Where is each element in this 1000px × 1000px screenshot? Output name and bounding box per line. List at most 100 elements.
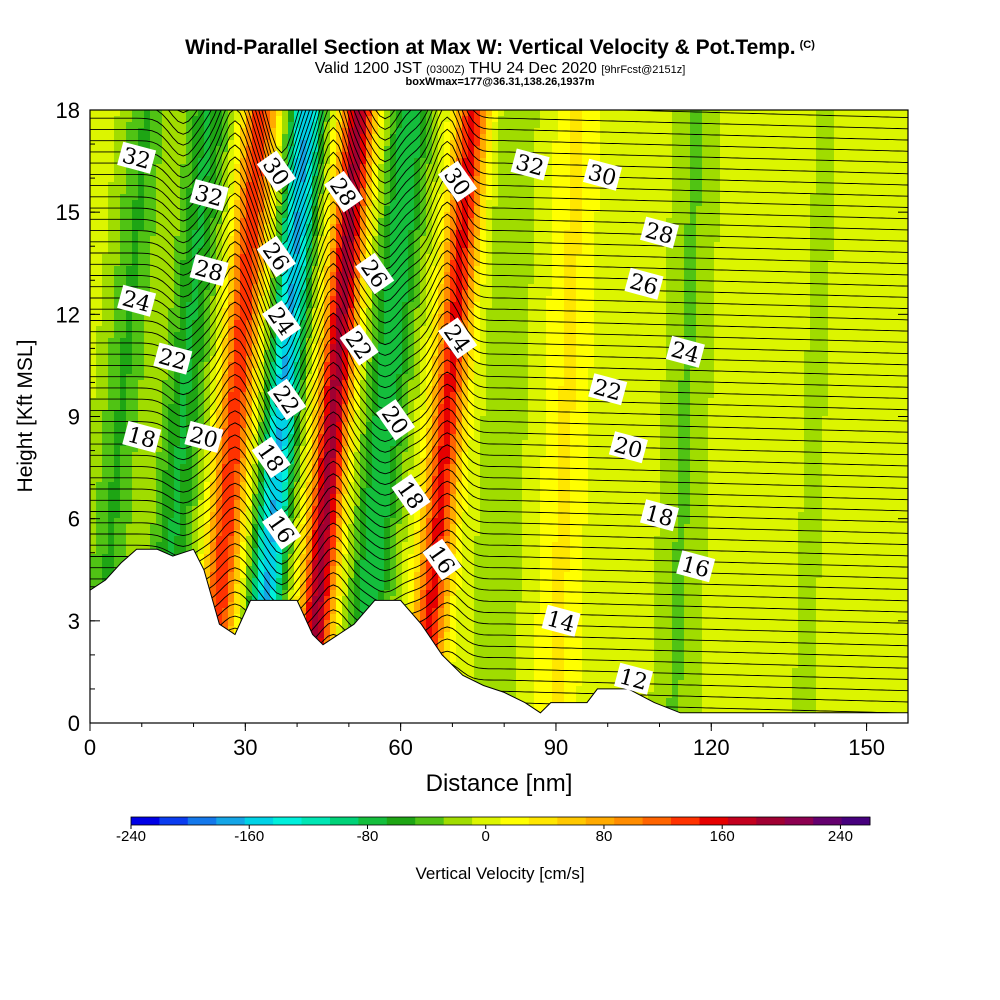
velocity-cell <box>96 530 103 537</box>
velocity-cell <box>120 422 127 429</box>
velocity-cell <box>336 110 343 117</box>
velocity-cell <box>300 422 307 429</box>
velocity-cell <box>120 326 127 333</box>
velocity-cell <box>204 536 211 543</box>
velocity-cell <box>240 452 247 459</box>
velocity-cell <box>324 344 331 351</box>
velocity-cell <box>246 566 253 573</box>
velocity-cell <box>144 386 151 393</box>
velocity-cell <box>240 584 247 591</box>
velocity-cell <box>204 212 211 219</box>
velocity-cell <box>150 332 157 339</box>
velocity-cell <box>108 116 115 123</box>
velocity-cell <box>324 464 331 471</box>
velocity-cell <box>210 176 217 183</box>
velocity-cell <box>186 158 193 165</box>
velocity-cell <box>114 146 121 153</box>
velocity-cell <box>132 512 139 519</box>
velocity-cell <box>312 428 319 435</box>
velocity-cell <box>108 566 115 573</box>
velocity-cell <box>162 326 169 333</box>
velocity-cell <box>138 242 145 249</box>
velocity-cell <box>348 152 355 159</box>
velocity-cell <box>114 188 121 195</box>
velocity-cell <box>102 176 109 183</box>
velocity-cell <box>300 416 307 423</box>
velocity-cell <box>342 320 349 327</box>
velocity-cell <box>264 422 271 429</box>
velocity-cell <box>162 530 169 537</box>
velocity-cell <box>150 488 157 495</box>
velocity-cell <box>216 548 223 555</box>
velocity-cell <box>282 236 289 243</box>
velocity-cell <box>252 338 259 345</box>
velocity-cell <box>96 110 103 117</box>
velocity-cell <box>312 398 319 405</box>
velocity-cell <box>90 278 97 285</box>
velocity-cell <box>318 146 325 153</box>
velocity-cell <box>168 416 175 423</box>
velocity-cell <box>120 506 127 513</box>
velocity-cell <box>126 374 133 381</box>
velocity-cell <box>318 296 325 303</box>
velocity-cell <box>156 368 163 375</box>
velocity-cell <box>234 326 241 333</box>
velocity-cell <box>120 404 127 411</box>
velocity-cell <box>144 344 151 351</box>
velocity-cell <box>174 140 181 147</box>
velocity-cell <box>252 518 259 525</box>
velocity-cell <box>270 224 277 231</box>
velocity-cell <box>240 242 247 249</box>
velocity-cell <box>114 170 121 177</box>
velocity-cell <box>330 242 337 249</box>
velocity-cell <box>222 308 229 315</box>
velocity-cell <box>306 512 313 519</box>
velocity-cell <box>162 494 169 501</box>
velocity-cell <box>228 608 235 615</box>
velocity-cell <box>138 332 145 339</box>
velocity-cell <box>90 464 97 471</box>
velocity-cell <box>378 236 385 243</box>
velocity-cell <box>336 152 343 159</box>
velocity-cell <box>234 254 241 261</box>
velocity-cell <box>216 422 223 429</box>
velocity-cell <box>114 554 121 561</box>
velocity-cell <box>348 140 355 147</box>
velocity-cell <box>150 146 157 153</box>
velocity-cell <box>180 122 187 129</box>
velocity-cell <box>210 584 217 591</box>
velocity-cell <box>120 218 127 225</box>
velocity-cell <box>216 560 223 567</box>
velocity-cell <box>90 410 97 417</box>
velocity-cell <box>132 380 139 387</box>
velocity-cell <box>114 488 121 495</box>
velocity-cell <box>336 392 343 399</box>
velocity-cell <box>186 464 193 471</box>
velocity-cell <box>342 392 349 399</box>
velocity-cell <box>138 320 145 327</box>
velocity-cell <box>360 428 367 435</box>
velocity-cell <box>324 554 331 561</box>
velocity-cell <box>90 350 97 357</box>
velocity-cell <box>174 272 181 279</box>
velocity-cell <box>360 284 367 291</box>
velocity-cell <box>132 338 139 345</box>
velocity-cell <box>348 548 355 555</box>
velocity-cell <box>234 428 241 435</box>
velocity-cell <box>264 356 271 363</box>
velocity-cell <box>300 152 307 159</box>
velocity-cell <box>144 230 151 237</box>
velocity-cell <box>210 392 217 399</box>
velocity-cell <box>300 446 307 453</box>
velocity-cell <box>102 350 109 357</box>
velocity-cell <box>210 578 217 585</box>
velocity-cell <box>378 230 385 237</box>
velocity-cell <box>90 578 97 585</box>
velocity-cell <box>354 452 361 459</box>
velocity-cell <box>90 566 97 573</box>
velocity-cell <box>252 218 259 225</box>
velocity-cell <box>318 344 325 351</box>
velocity-cell <box>258 524 265 531</box>
velocity-cell <box>366 560 373 567</box>
velocity-cell <box>102 446 109 453</box>
